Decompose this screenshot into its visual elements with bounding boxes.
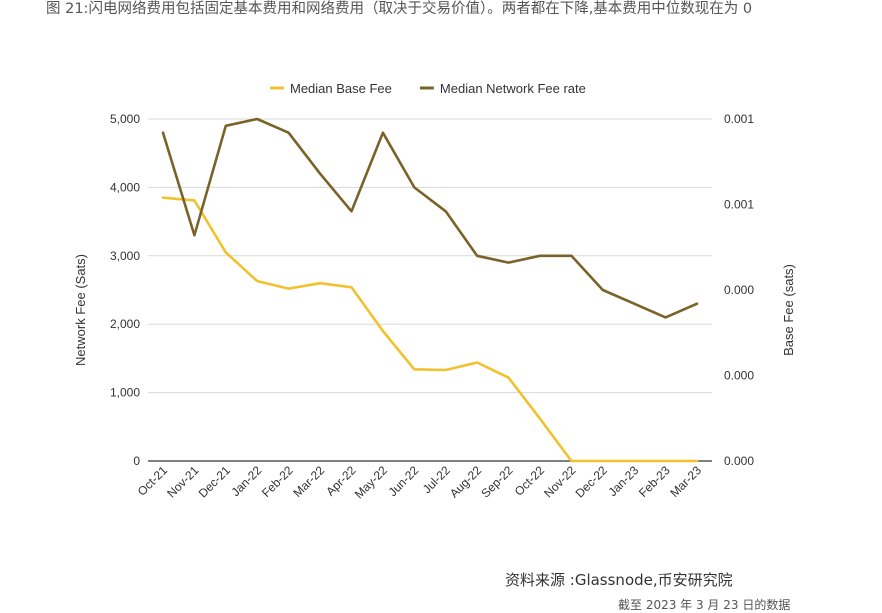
x-axis-ticks: Oct-21Nov-21Dec-21Jan-22Feb-22Mar-22Apr-… [135,463,705,501]
x-tick-label: Aug-22 [447,463,484,500]
x-tick-label: May-22 [352,463,390,501]
y-right-tick-label: 0.000 [724,369,754,383]
y-right-tick-label: 0.001 [724,198,754,212]
y-left-tick-label: 1,000 [110,386,140,400]
x-tick-label: Feb-22 [259,463,296,500]
y-left-tick-label: 4,000 [110,180,140,194]
left-axis-ticks: 5,000 4,000 3,000 2,000 1,000 0 [110,112,140,468]
data-cutoff-note: 截至 2023 年 3 月 23 日的数据 [618,598,791,612]
y-left-tick-label: 2,000 [110,317,140,331]
right-axis-ticks: 0.001 0.001 0.000 0.000 0.000 [724,112,754,468]
y-left-tick-label: 0 [133,454,140,468]
series-lines [161,117,699,463]
series-line-median-network-fee-rate [161,117,699,319]
figure-caption: 图 21:闪电网络费用包括固定基本费用和网络费用（取决于交易价值）。两者都在下降… [46,1,753,17]
grid-lines [148,118,712,462]
y-right-tick-label: 0.001 [724,112,754,126]
legend: Median Base Fee Median Network Fee rate [270,81,586,96]
x-tick-label: Sep-22 [478,463,515,500]
chart-area: 5,000 4,000 3,000 2,000 1,000 0 0.001 0.001 0.0… [0,60,882,540]
series-line-median-base-fee [161,196,699,463]
x-tick-label: Dec-21 [196,463,233,500]
y-right-tick-label: 0.000 [724,454,754,468]
x-tick-label: Mar-23 [667,463,704,500]
x-tick-label: Feb-23 [636,463,673,500]
x-tick-label: Oct-21 [135,463,171,499]
x-tick-label: Dec-22 [573,463,610,500]
legend-label: Median Network Fee rate [440,81,586,96]
source-note: 资料来源 :Glassnode,币安研究院 [505,571,733,589]
x-tick-label: Mar-22 [290,463,327,500]
x-tick-label: Nov-22 [541,463,578,500]
y-left-tick-label: 5,000 [110,112,140,126]
legend-label: Median Base Fee [290,81,392,96]
x-tick-label: Oct-22 [512,463,548,499]
y-axis-right-label: Base Fee (sats) [781,264,796,356]
y-axis-left-label: Network Fee (Sats) [73,254,88,366]
x-tick-label: Jan-22 [229,463,265,499]
x-tick-label: Jun-22 [386,463,422,499]
x-tick-label: Jan-23 [605,463,641,499]
x-tick-label: Nov-21 [164,463,201,500]
y-right-tick-label: 0.000 [724,283,754,297]
y-left-tick-label: 3,000 [110,249,140,263]
